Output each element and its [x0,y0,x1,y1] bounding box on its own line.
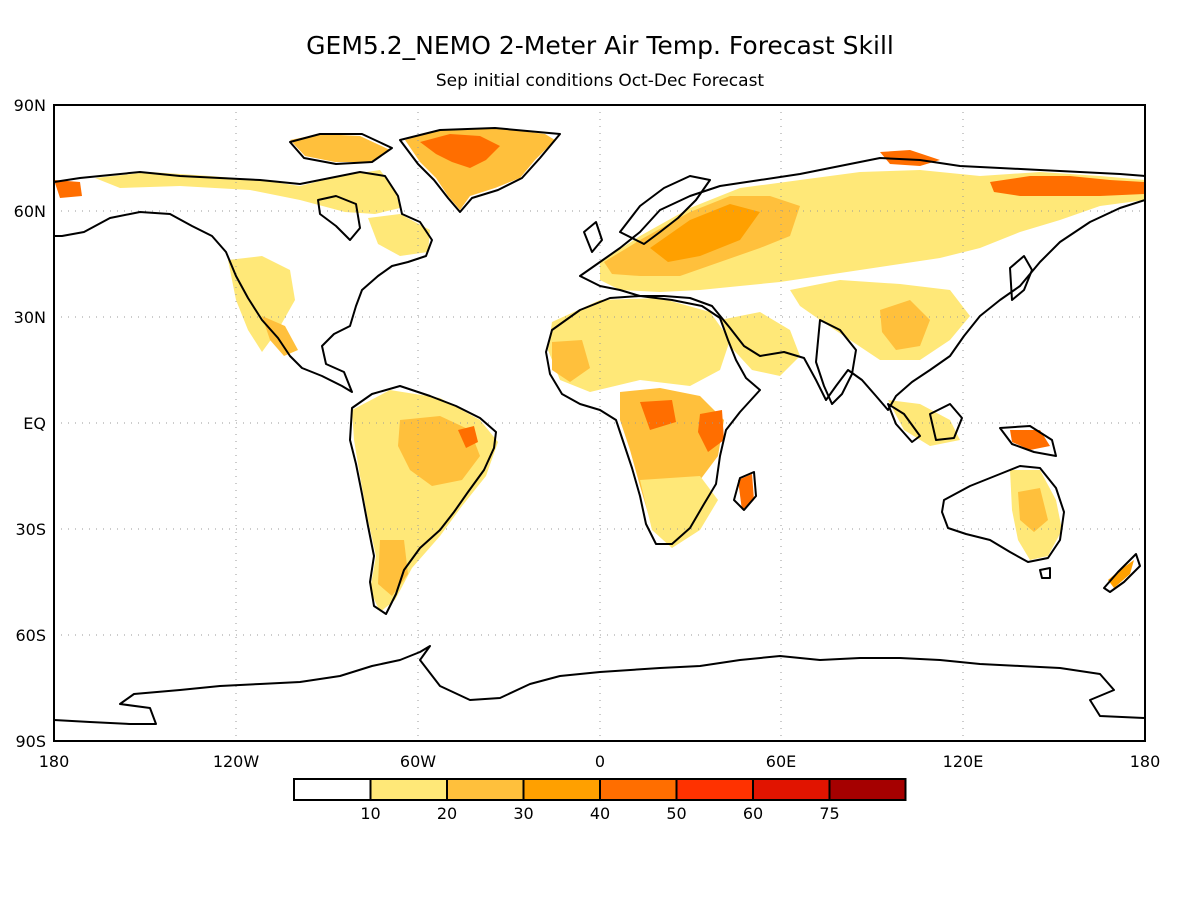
map-frame [53,104,1146,742]
map-title: GEM5.2_NEMO 2-Meter Air Temp. Forecast S… [306,31,894,60]
lon-label: 180 [39,752,70,771]
lat-label: 90S [15,732,46,751]
skill-region-south-asia [790,280,970,360]
colorbar-swatch [294,779,371,800]
skill-region-labrador [368,214,430,256]
lat-label: 90N [14,96,46,115]
coastline-india [815,319,857,405]
skill-region-arctic-canada [95,170,400,214]
colorbar-label: 40 [590,804,610,823]
lon-label: 0 [595,752,605,771]
skill-region-brazil-hot [458,426,478,448]
coastline-tasmania [1039,567,1051,579]
coastline-scandinavia [619,175,711,245]
coastline-british-isles [583,221,603,253]
skill-region-russia-hot [650,204,760,262]
coastline-africa [545,295,761,545]
skill-region-australia-east [1018,488,1048,532]
colorbar-label: 50 [666,804,686,823]
coastline-antarctica [53,645,1146,725]
skill-region-taymyr [880,150,940,166]
colorbar-label: 75 [819,804,839,823]
skill-region-greenland-core [420,134,500,168]
coastline-south-america [349,385,497,615]
skill-region-new-zealand [1108,560,1134,588]
colorbar-swatch [600,779,677,800]
colorbar-swatch [753,779,830,800]
coastline-new-zealand [1103,553,1141,593]
colorbar-swatch [829,779,906,800]
skill-region-alaska-tip [54,180,82,198]
skill-shading [54,128,1145,612]
skill-region-mexico [262,316,298,356]
lat-label: 30S [15,520,46,539]
coastline-new-guinea [999,425,1057,457]
coastline-north-america [53,171,433,393]
coastline-australia [941,465,1065,563]
skill-region-southeast-asia [888,400,960,446]
lon-label: 60E [766,752,796,771]
lon-label: 180 [1130,752,1161,771]
skill-region-brazil [398,416,480,486]
colorbar-label: 10 [360,804,380,823]
coastline-arctic-islands [289,133,393,165]
coastline-madagascar [733,471,757,511]
skill-region-new-guinea [1010,430,1050,450]
colorbar-swatch [676,779,753,800]
map-panel [53,104,1146,742]
gridlines [54,105,1145,741]
skill-region-south-africa [640,476,718,548]
lon-label: 120W [213,752,260,771]
skill-region-north-africa [548,298,730,392]
colorbar-swatch [370,779,447,800]
colorbar-label: 20 [437,804,457,823]
latitude-labels: 90N 60N 30N EQ 30S 60S 90S [14,96,46,751]
colorbar-swatch [523,779,600,800]
lat-label: 30N [14,308,46,327]
coastline-sumatra [887,403,921,443]
longitude-labels: 180 120W 60W 0 60E 120E 180 [39,752,1161,771]
lon-label: 120E [943,752,984,771]
lat-label: 60N [14,202,46,221]
lat-label: EQ [23,414,46,433]
skill-region-east-africa-hot [698,410,724,452]
skill-region-arctic-islands [290,134,390,162]
skill-region-china-hot [880,300,930,350]
lat-label: 60S [15,626,46,645]
colorbar-swatch [447,779,524,800]
coastlines [53,127,1146,725]
coastline-japan [1009,255,1033,301]
coastline-greenland [399,127,561,213]
coastline-eurasia [579,157,1146,411]
skill-region-arabia [720,312,800,376]
skill-region-siberia-hot [990,176,1145,196]
lon-label: 60W [400,752,436,771]
colorbar-label: 60 [743,804,763,823]
skill-region-madagascar [738,474,754,510]
skill-region-west-africa [552,340,590,382]
colorbar-label: 30 [513,804,533,823]
coastline-borneo [929,403,963,441]
coastline-hudson-bay [317,195,361,241]
map-subtitle: Sep initial conditions Oct-Dec Forecast [436,71,765,91]
colorbar: 10 20 30 40 50 60 75 [293,778,907,823]
